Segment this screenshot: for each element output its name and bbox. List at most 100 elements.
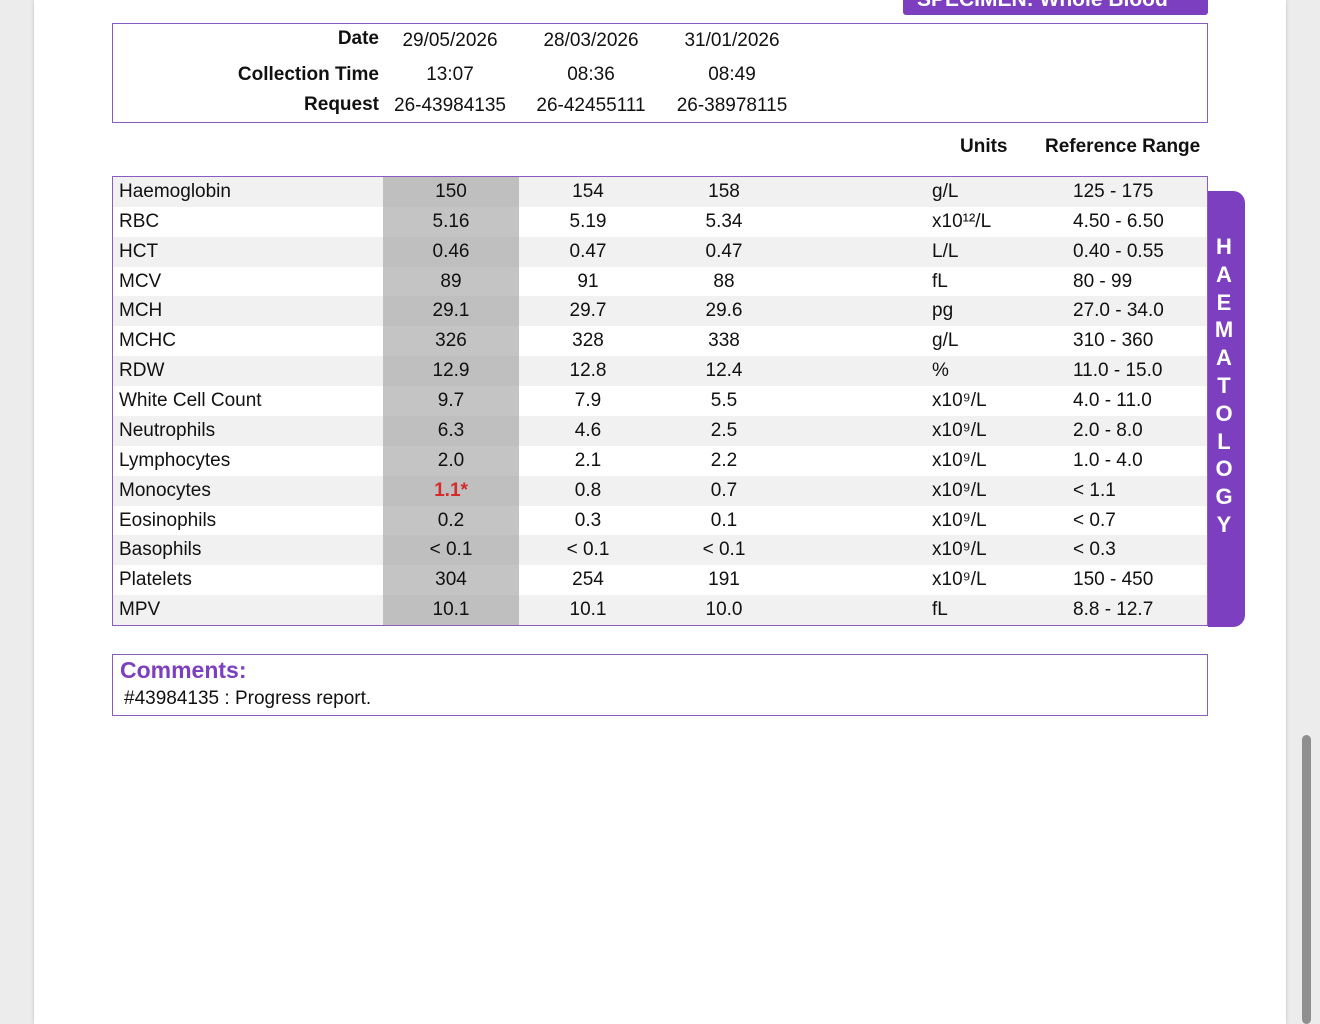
test-name: HCT (119, 240, 159, 262)
result-previous-1: 29.7 (569, 300, 607, 322)
result-previous-1: 154 (572, 181, 604, 202)
unit: % (932, 360, 949, 382)
table-row: MCH 29.1 29.7 29.6 pg 27.0 - 34.0 (113, 296, 1207, 327)
reference-range: < 1.1 (1073, 479, 1116, 501)
request-number-3: 26-38978115 (676, 95, 788, 116)
reference-range: 150 - 450 (1073, 569, 1154, 591)
result-current: 0.46 (383, 236, 519, 267)
result-previous-1: 0.8 (574, 479, 602, 501)
collection-time-1: 13:07 (426, 64, 474, 85)
collection-time-2: 08:36 (567, 64, 615, 85)
comments-text: #43984135 : Progress report. (124, 688, 372, 709)
table-row: Haemoglobin 150 154 158 g/L 125 - 175 (113, 177, 1207, 207)
request-number-1: 26-43984135 (394, 95, 506, 116)
test-name: Haemoglobin (119, 181, 231, 202)
unit: g/L (932, 181, 959, 202)
test-name: Monocytes (119, 479, 211, 501)
result-previous-1: 2.1 (574, 449, 602, 471)
unit: x10¹²/L (932, 210, 992, 232)
table-row: MPV 10.1 10.1 10.0 fL 8.8 - 12.7 (113, 595, 1207, 625)
reference-range: 4.0 - 11.0 (1073, 390, 1152, 412)
table-row: White Cell Count 9.7 7.9 5.5 x10⁹/L 4.0 … (113, 386, 1207, 416)
date-3: 31/01/2026 (684, 30, 780, 51)
reference-range: 11.0 - 15.0 (1073, 360, 1163, 382)
unit: x10⁹/L (932, 539, 987, 561)
reference-range: < 0.3 (1073, 539, 1116, 561)
reference-range: 310 - 360 (1073, 330, 1154, 352)
result-previous-2: 0.47 (705, 240, 743, 262)
result-previous-1: < 0.1 (566, 539, 610, 561)
reference-range: 1.0 - 4.0 (1073, 449, 1143, 471)
test-name: RDW (119, 360, 165, 382)
result-previous-1: 254 (572, 569, 604, 591)
section-tab-haematology: H A E M A T O L O G Y (1208, 191, 1245, 627)
reference-range: 80 - 99 (1073, 270, 1133, 292)
result-current: 6.3 (383, 415, 519, 446)
table-row: Platelets 304 254 191 x10⁹/L 150 - 450 (113, 565, 1207, 596)
date-1: 29/05/2026 (402, 30, 498, 51)
unit: pg (932, 300, 954, 322)
result-previous-2: 0.7 (710, 479, 738, 501)
table-row: HCT 0.46 0.47 0.47 L/L 0.40 - 0.55 (113, 236, 1207, 267)
specimen-banner: SPECIMEN: Whole Blood (903, 0, 1208, 15)
result-previous-2: < 0.1 (702, 539, 746, 561)
request-header: Date Collection Time Request 29/05/2026 … (112, 23, 1208, 123)
result-current: 326 (383, 326, 519, 357)
result-current: 0.2 (383, 505, 519, 536)
result-current: 304 (383, 565, 519, 596)
test-name: MPV (119, 599, 161, 621)
table-row: Eosinophils 0.2 0.3 0.1 x10⁹/L < 0.7 (113, 505, 1207, 536)
result-previous-1: 10.1 (569, 599, 607, 621)
collection-time-label: Collection Time (237, 64, 379, 85)
result-current: 2.0 (383, 445, 519, 476)
result-previous-1: 91 (577, 270, 599, 292)
unit: x10⁹/L (932, 569, 987, 591)
collection-time-3: 08:49 (708, 64, 756, 85)
scrollbar-thumb[interactable] (1302, 735, 1311, 1024)
request-label: Request (304, 94, 379, 115)
date-2: 28/03/2026 (543, 30, 639, 51)
table-row: Lymphocytes 2.0 2.1 2.2 x10⁹/L 1.0 - 4.0 (113, 445, 1207, 476)
unit: x10⁹/L (932, 479, 987, 501)
result-previous-2: 2.2 (710, 449, 738, 471)
reference-range-header: Reference Range (1045, 136, 1201, 157)
reference-range: 4.50 - 6.50 (1073, 210, 1164, 232)
result-current: 89 (383, 266, 519, 297)
reference-range: < 0.7 (1073, 509, 1116, 531)
result-current: 5.16 (383, 206, 519, 237)
result-current: 10.1 (383, 595, 519, 625)
result-previous-2: 10.0 (705, 599, 743, 621)
results-table: Haemoglobin 150 154 158 g/L 125 - 175 RB… (112, 176, 1208, 626)
result-previous-1: 4.6 (574, 419, 602, 441)
reference-range: 0.40 - 0.55 (1073, 240, 1164, 262)
test-name: Neutrophils (119, 419, 216, 441)
test-name: RBC (119, 210, 160, 232)
comments-panel: Comments: #43984135 : Progress report. (112, 654, 1208, 716)
result-current: 12.9 (383, 356, 519, 387)
test-name: Lymphocytes (119, 449, 231, 471)
result-previous-1: 7.9 (574, 390, 602, 412)
result-previous-2: 12.4 (705, 360, 743, 382)
table-row: RDW 12.9 12.8 12.4 % 11.0 - 15.0 (113, 356, 1207, 387)
date-label: Date (337, 28, 379, 49)
result-previous-2: 191 (708, 569, 740, 591)
result-current: 150 (383, 177, 519, 207)
test-name: Eosinophils (119, 509, 217, 531)
reference-range: 125 - 175 (1073, 181, 1154, 202)
specimen-label: SPECIMEN: Whole Blood (917, 0, 1168, 12)
result-previous-2: 0.1 (710, 509, 738, 531)
table-row: Neutrophils 6.3 4.6 2.5 x10⁹/L 2.0 - 8.0 (113, 415, 1207, 446)
result-previous-1: 12.8 (569, 360, 607, 382)
result-current: 29.1 (383, 296, 519, 327)
result-current: < 0.1 (383, 535, 519, 566)
result-previous-2: 158 (708, 181, 740, 202)
units-header: Units (960, 136, 1008, 157)
result-previous-2: 2.5 (710, 419, 738, 441)
comments-title: Comments: (120, 657, 247, 683)
result-previous-2: 338 (708, 330, 740, 352)
test-name: MCH (119, 300, 163, 322)
result-previous-2: 5.5 (710, 390, 738, 412)
unit: x10⁹/L (932, 449, 987, 471)
table-row: MCHC 326 328 338 g/L 310 - 360 (113, 326, 1207, 357)
unit: fL (932, 599, 948, 621)
